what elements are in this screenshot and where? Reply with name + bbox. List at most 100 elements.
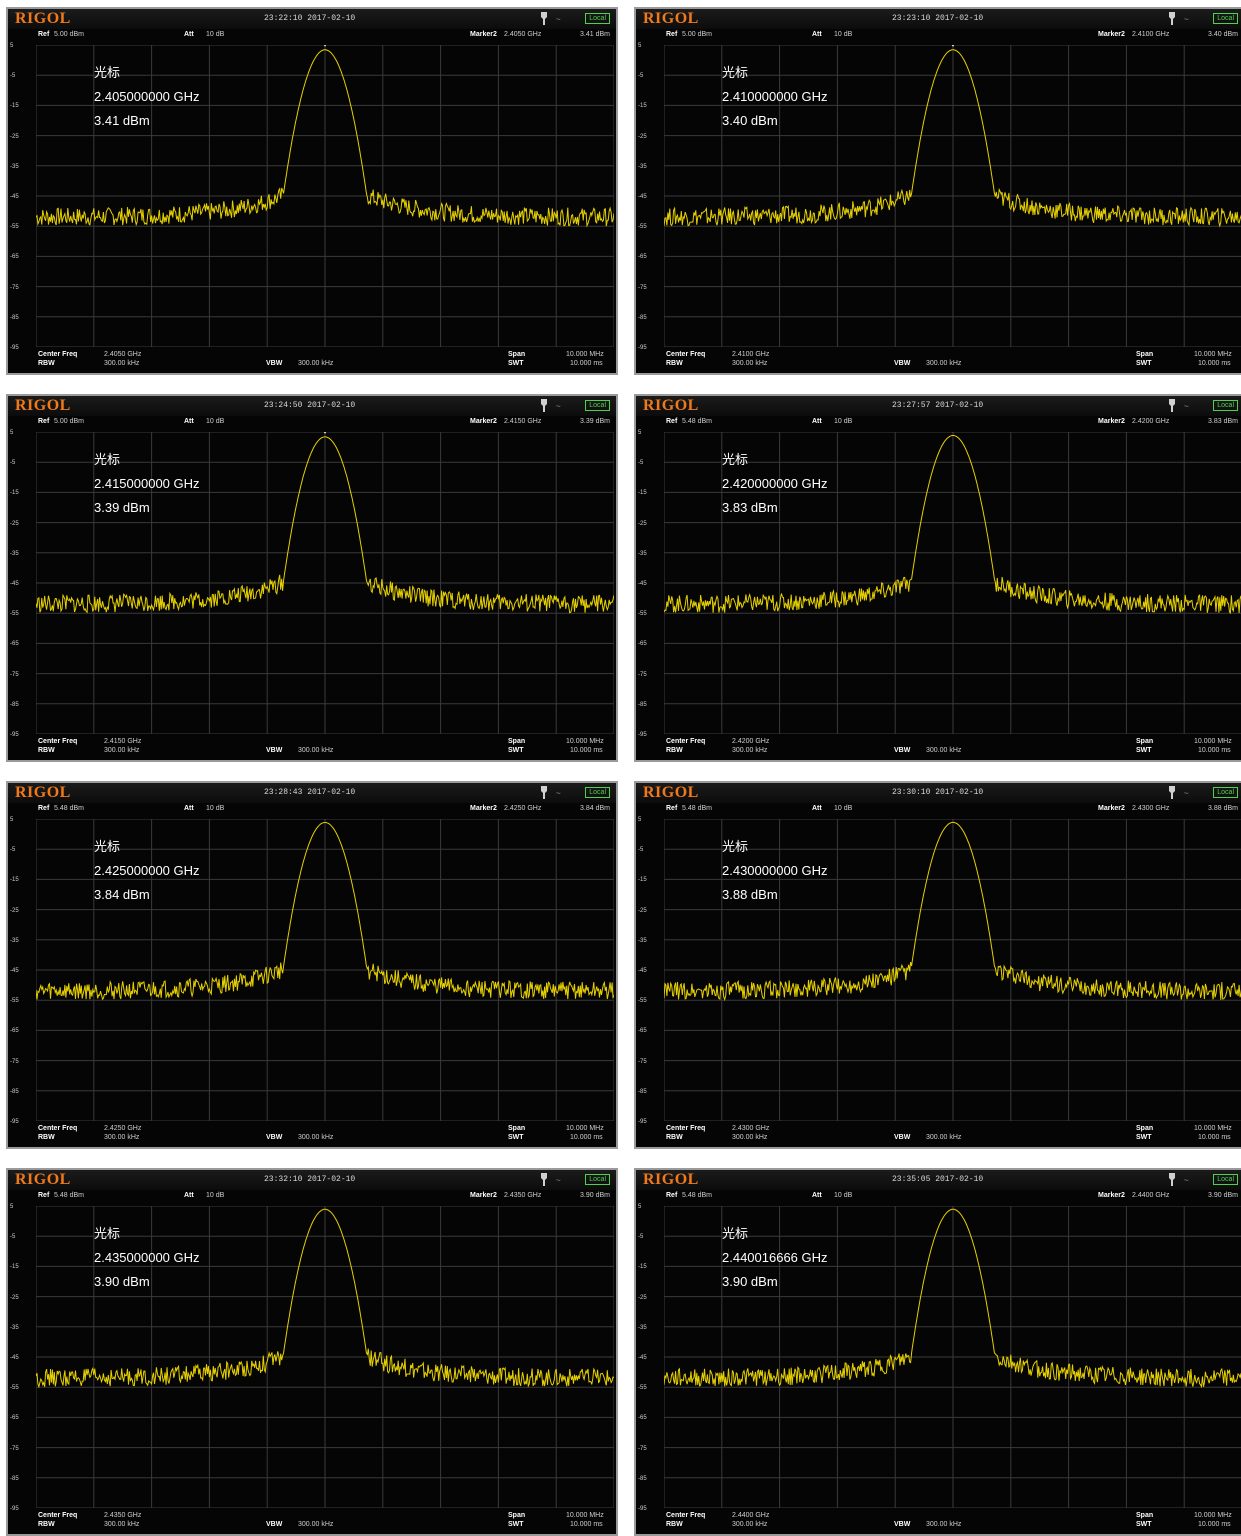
y-tick-label: -45 xyxy=(638,581,647,587)
swt-label: SWT xyxy=(508,1134,524,1141)
y-tick-label: -45 xyxy=(638,194,647,200)
swt-label: SWT xyxy=(508,360,524,367)
top-bar: RIGOL 23:23:10 2017-02-10 ~ Local xyxy=(636,9,1241,29)
top-bar: RIGOL 23:22:10 2017-02-10 ~ Local xyxy=(8,9,616,29)
span-value: 10.000 MHz xyxy=(1194,1512,1232,1519)
marker-label: Marker2 xyxy=(470,805,497,812)
marker-level: 3.83 dBm xyxy=(1208,418,1238,425)
ref-value: 5.48 dBm xyxy=(682,805,712,812)
y-tick-label: -55 xyxy=(638,224,647,230)
y-tick-label: -25 xyxy=(10,521,19,527)
y-tick-label: -75 xyxy=(638,1059,647,1065)
marker-readout-level: 3.39 dBm xyxy=(94,496,200,520)
y-tick-label: -5 xyxy=(638,1234,643,1240)
ref-value: 5.48 dBm xyxy=(682,418,712,425)
att-value: 10 dB xyxy=(206,31,224,38)
marker-label: Marker2 xyxy=(1098,1192,1125,1199)
marker-level: 3.90 dBm xyxy=(580,1192,610,1199)
datetime: 23:23:10 2017-02-10 xyxy=(892,14,983,23)
att-value: 10 dB xyxy=(834,418,852,425)
span-label: Span xyxy=(508,1125,525,1132)
spectrum-panel: RIGOL 23:27:57 2017-02-10 ~ Local Ref 5.… xyxy=(634,394,1241,762)
y-tick-label: -85 xyxy=(10,702,19,708)
marker-readout: 光标 2.410000000 GHz 3.40 dBm xyxy=(722,61,828,133)
info-row: Ref 5.00 dBm Att 10 dB Marker2 2.4150 GH… xyxy=(8,418,616,430)
center-value: 2.4050 GHz xyxy=(104,351,141,358)
ref-value: 5.48 dBm xyxy=(54,805,84,812)
info-row: Ref 5.48 dBm Att 10 dB Marker2 2.4400 GH… xyxy=(636,1192,1241,1204)
y-tick-label: -5 xyxy=(10,1234,15,1240)
probe-icon xyxy=(540,399,548,412)
swt-label: SWT xyxy=(1136,1134,1152,1141)
y-tick-label: 5 xyxy=(638,43,641,49)
rigol-logo: RIGOL xyxy=(15,1171,71,1189)
marker-title: 光标 xyxy=(94,61,200,85)
y-tick-label: -25 xyxy=(10,908,19,914)
probe-icon xyxy=(540,1173,548,1186)
att-label: Att xyxy=(812,418,822,425)
probe-icon xyxy=(1168,399,1176,412)
local-badge: Local xyxy=(1213,13,1238,24)
signal-icon: ~ xyxy=(556,402,561,411)
rigol-logo: RIGOL xyxy=(643,784,699,802)
y-tick-label: -75 xyxy=(638,1446,647,1452)
rbw-value: 300.00 kHz xyxy=(732,360,767,367)
center-label: Center Freq xyxy=(38,1125,77,1132)
rbw-label: RBW xyxy=(38,747,55,754)
y-tick-label: -35 xyxy=(638,164,647,170)
y-tick-label: -35 xyxy=(10,551,19,557)
marker-freq: 2.4200 GHz xyxy=(1132,418,1169,425)
y-tick-label: -75 xyxy=(638,285,647,291)
y-tick-label: 5 xyxy=(10,817,13,823)
span-label: Span xyxy=(508,351,525,358)
marker-level: 3.40 dBm xyxy=(1208,31,1238,38)
att-label: Att xyxy=(184,805,194,812)
att-value: 10 dB xyxy=(834,1192,852,1199)
datetime: 23:24:50 2017-02-10 xyxy=(264,401,355,410)
marker-readout-level: 3.84 dBm xyxy=(94,883,200,907)
y-tick-label: 5 xyxy=(10,430,13,436)
top-bar: RIGOL 23:28:43 2017-02-10 ~ Local xyxy=(8,783,616,803)
rbw-label: RBW xyxy=(666,747,683,754)
y-tick-label: -75 xyxy=(638,672,647,678)
datetime: 23:35:05 2017-02-10 xyxy=(892,1175,983,1184)
y-tick-label: -65 xyxy=(638,254,647,260)
y-tick-label: -55 xyxy=(10,611,19,617)
swt-value: 10.000 ms xyxy=(1198,747,1231,754)
y-tick-label: -25 xyxy=(10,1295,19,1301)
signal-icon: ~ xyxy=(556,1176,561,1185)
ref-label: Ref xyxy=(38,418,49,425)
marker-freq: 2.4050 GHz xyxy=(504,31,541,38)
vbw-label: VBW xyxy=(266,747,282,754)
y-tick-label: -45 xyxy=(10,1355,19,1361)
signal-icon: ~ xyxy=(1184,789,1189,798)
att-label: Att xyxy=(184,418,194,425)
rbw-value: 300.00 kHz xyxy=(104,1521,139,1528)
marker-label: Marker2 xyxy=(1098,805,1125,812)
bottom-bar: Center Freq 2.4350 GHz RBW 300.00 kHz VB… xyxy=(8,1510,616,1534)
att-label: Att xyxy=(812,31,822,38)
vbw-label: VBW xyxy=(894,1134,910,1141)
spectrum-panel: RIGOL 23:28:43 2017-02-10 ~ Local Ref 5.… xyxy=(6,781,618,1149)
marker-readout-freq: 2.415000000 GHz xyxy=(94,472,200,496)
marker-readout-freq: 2.440016666 GHz xyxy=(722,1246,828,1270)
y-tick-label: -5 xyxy=(10,460,15,466)
local-badge: Local xyxy=(585,1174,610,1185)
center-value: 2.4400 GHz xyxy=(732,1512,769,1519)
local-badge: Local xyxy=(1213,1174,1238,1185)
swt-value: 10.000 ms xyxy=(1198,360,1231,367)
marker-readout-freq: 2.425000000 GHz xyxy=(94,859,200,883)
center-label: Center Freq xyxy=(38,738,77,745)
bottom-bar: Center Freq 2.4200 GHz RBW 300.00 kHz VB… xyxy=(636,736,1241,760)
signal-icon: ~ xyxy=(1184,1176,1189,1185)
y-tick-label: -45 xyxy=(10,968,19,974)
y-tick-label: -15 xyxy=(638,1264,647,1270)
rbw-label: RBW xyxy=(666,360,683,367)
y-tick-label: -35 xyxy=(638,1325,647,1331)
y-tick-label: -85 xyxy=(638,1089,647,1095)
y-tick-label: -95 xyxy=(10,732,19,738)
marker-label: Marker2 xyxy=(470,418,497,425)
vbw-label: VBW xyxy=(266,1134,282,1141)
info-row: Ref 5.48 dBm Att 10 dB Marker2 2.4350 GH… xyxy=(8,1192,616,1204)
datetime: 23:30:10 2017-02-10 xyxy=(892,788,983,797)
